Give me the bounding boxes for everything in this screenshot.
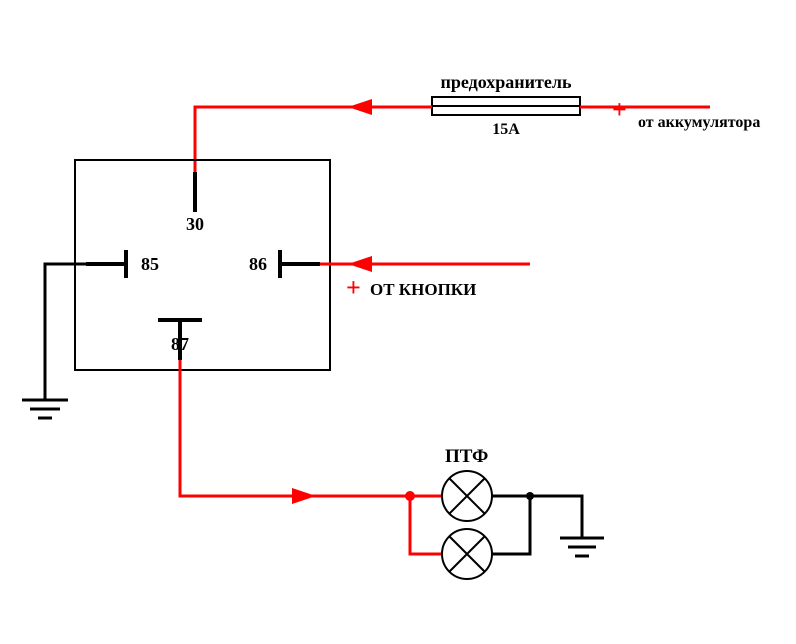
wire-fuse-to-relay30: [195, 107, 432, 172]
plus-battery: +: [612, 95, 627, 124]
label-from-button: ОТ КНОПКИ: [370, 280, 476, 299]
wiring-diagram: предохранитель 15А + от аккумулятора 30 …: [0, 0, 796, 644]
fuse: предохранитель 15А: [432, 72, 580, 138]
junction-dot-black: [526, 492, 534, 500]
fog-lamp-1: [442, 471, 492, 521]
fuse-rating: 15А: [492, 121, 520, 138]
arrow-to-lamps: [292, 488, 316, 504]
wire-85-to-ground: [45, 264, 86, 400]
relay: 30 85 86 87: [75, 160, 330, 370]
pin-87-label: 87: [171, 334, 189, 354]
pin-85-label: 85: [141, 254, 159, 274]
pin-30-label: 30: [186, 214, 204, 234]
wire-lamp2-right-up: [492, 496, 530, 554]
wire-split-to-lamp2: [410, 496, 442, 554]
arrow-to-relay30: [348, 99, 372, 115]
pin-86-label: 86: [249, 254, 267, 274]
label-from-battery: от аккумулятора: [638, 114, 760, 131]
fuse-label: предохранитель: [441, 72, 572, 92]
label-ptf: ПТФ: [445, 446, 488, 467]
ground-relay: [22, 400, 68, 418]
wire-lamps-right-to-ground: [492, 496, 582, 538]
fog-lamp-2: [442, 529, 492, 579]
ground-lamps: [560, 538, 604, 556]
arrow-to-86: [348, 256, 372, 272]
plus-button: +: [346, 273, 361, 302]
wire-87-to-lamps: [180, 360, 442, 496]
